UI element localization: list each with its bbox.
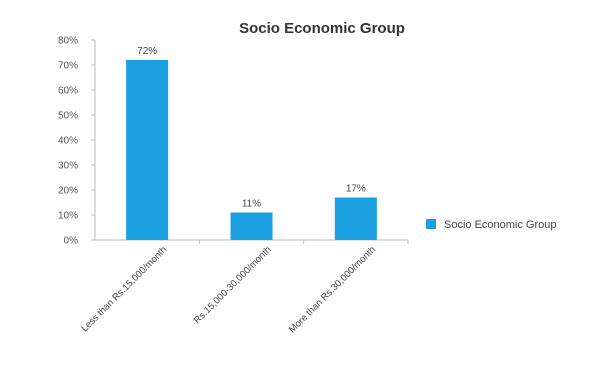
legend: Socio Economic Group: [426, 219, 557, 231]
bar: [126, 60, 169, 240]
legend-swatch: [426, 219, 436, 229]
legend-label: Socio Economic Group: [444, 219, 557, 231]
bar: [334, 197, 377, 240]
category-label: Less than Rs.15,000/month: [79, 244, 169, 334]
y-tick-label: 40%: [58, 136, 78, 147]
y-tick-label: 0%: [64, 236, 79, 247]
y-tick-label: 10%: [58, 211, 78, 222]
y-tick-label: 60%: [58, 86, 78, 97]
bars: 72% 11% 17%: [126, 46, 377, 240]
y-tick-label: 50%: [58, 111, 78, 122]
y-tick-label: 30%: [58, 161, 78, 172]
y-tick-label: 70%: [58, 61, 78, 72]
x-axis: Less than Rs.15,000/month Rs.15,000-30,00…: [79, 239, 409, 335]
data-label: 17%: [346, 184, 366, 195]
y-tick-label: 80%: [58, 36, 78, 47]
bar: [230, 212, 273, 240]
data-label: 72%: [137, 46, 157, 57]
chart-title: Socio Economic Group: [239, 20, 405, 37]
y-axis: 0% 10% 20% 30% 40% 50% 60% 70% 80%: [58, 36, 96, 247]
y-tick-label: 20%: [58, 186, 78, 197]
category-label: Rs.15,000-30,000/month: [192, 244, 274, 326]
data-label: 11%: [242, 199, 261, 210]
category-label: More than Rs.30,000/month: [287, 244, 378, 335]
